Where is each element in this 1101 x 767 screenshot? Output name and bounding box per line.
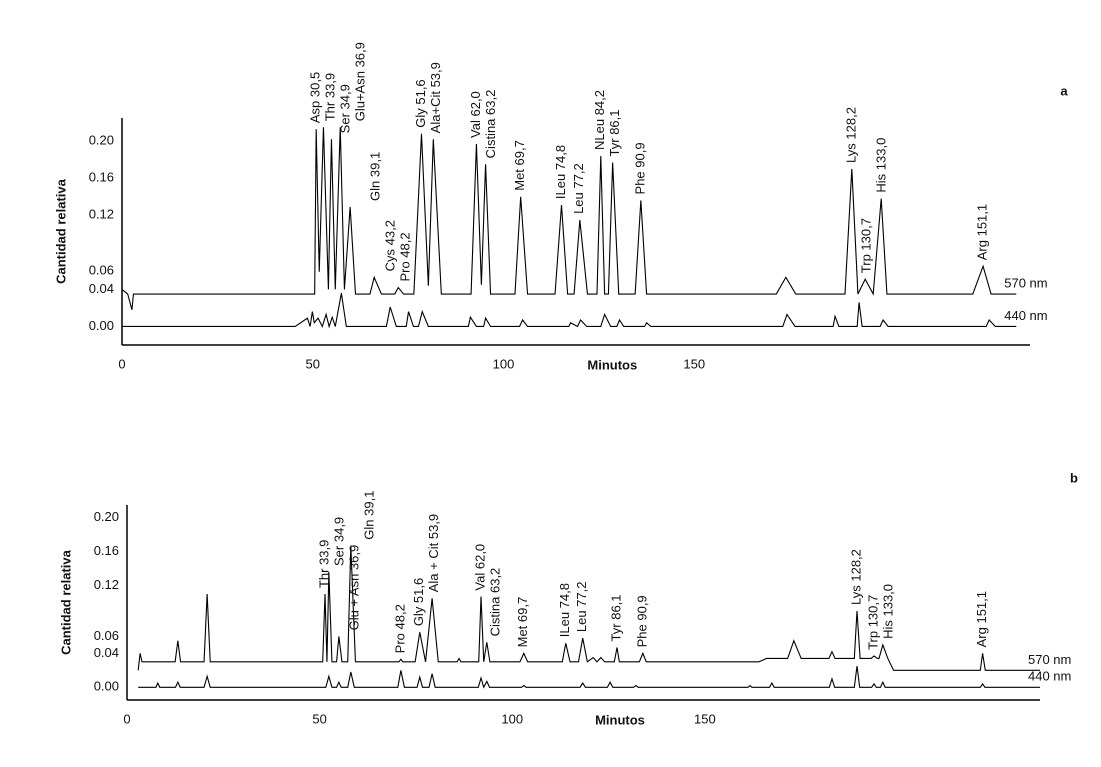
peak-label: NLeu 84,2: [592, 90, 607, 150]
peak-label: Gln 39,1: [368, 152, 383, 201]
peak-label: Val 62,0: [468, 91, 483, 138]
peak-label: Ser 34,9: [338, 84, 353, 133]
peak-label: Tyr 86,1: [608, 594, 623, 641]
y-tick-label: 0.04: [94, 645, 119, 660]
peak-label: Gln 39,1: [361, 491, 376, 540]
x-axis-label: Minutos: [595, 712, 645, 727]
x-tick-label: 0: [123, 711, 130, 726]
trace: [138, 666, 1040, 689]
peak-label: Pro 48,2: [398, 232, 413, 281]
x-axis-label: Minutos: [587, 357, 637, 372]
series-label: 440 nm: [1028, 669, 1071, 684]
peak-label: Leu 77,2: [574, 581, 589, 632]
y-tick-label: 0.20: [94, 509, 119, 524]
panel-label: b: [1070, 470, 1078, 485]
y-tick-label: 0.04: [89, 281, 114, 296]
peak-label: ILeu 74,8: [553, 145, 568, 199]
trace: [137, 545, 1040, 671]
x-tick-label: 100: [493, 356, 515, 371]
series-label: 440 nm: [1004, 308, 1047, 323]
peak-label: Leu 77,2: [571, 163, 586, 214]
peak-label: Phe 90,9: [632, 142, 647, 194]
peak-label: Val 62,0: [472, 544, 487, 591]
series-label: 570 nm: [1028, 652, 1071, 667]
peak-label: ILeu 74,8: [557, 583, 572, 637]
peak-label: Arg 151,1: [974, 591, 989, 647]
y-tick-label: 0.12: [94, 577, 119, 592]
peak-label: Gly 51,6: [413, 79, 428, 127]
peak-label: Thr 33,9: [323, 73, 338, 121]
peak-label: His 133,0: [880, 584, 895, 639]
x-tick-label: 150: [683, 356, 705, 371]
y-tick-label: 0.00: [89, 318, 114, 333]
peak-label: Glu + Asn 36,9: [346, 545, 361, 631]
peak-label: Asp 30,5: [308, 72, 323, 123]
y-tick-label: 0.16: [94, 543, 119, 558]
y-tick-label: 0.06: [94, 628, 119, 643]
peak-label: Ala+Cit 53,9: [428, 62, 443, 133]
y-tick-label: 0.06: [89, 262, 114, 277]
peak-label: Pro 48,2: [392, 604, 407, 653]
peak-label: Trp 130,7: [865, 595, 880, 650]
x-tick-label: 0: [118, 356, 125, 371]
peak-label: Ser 34,9: [331, 517, 346, 566]
y-tick-label: 0.20: [89, 133, 114, 148]
x-tick-label: 50: [312, 711, 326, 726]
panel-label: a: [1060, 83, 1068, 98]
y-axis-label: Cantidad relativa: [53, 178, 68, 284]
y-tick-label: 0.16: [89, 170, 114, 185]
peak-label: Glu+Asn 36,9: [353, 42, 368, 121]
peak-label: Lys 128,2: [843, 107, 858, 163]
peak-label: Cistina 63,2: [483, 90, 498, 159]
peak-label: Tyr 86,1: [607, 110, 622, 157]
peak-label: Met 69,7: [515, 597, 530, 648]
trace: [121, 127, 1017, 310]
x-tick-label: 100: [501, 711, 523, 726]
x-tick-label: 50: [306, 356, 320, 371]
peak-label: Lys 128,2: [848, 549, 863, 605]
y-tick-label: 0.00: [94, 679, 119, 694]
x-tick-label: 150: [694, 711, 716, 726]
peak-label: Gly 51,6: [411, 578, 426, 626]
peak-label: Arg 151,1: [975, 204, 990, 260]
peak-label: Ala + Cit 53,9: [426, 514, 441, 592]
peak-label: Cys 43,2: [383, 220, 398, 271]
peak-label: His 133,0: [873, 138, 888, 193]
peak-label: Cistina 63,2: [487, 568, 502, 637]
y-tick-label: 0.12: [89, 207, 114, 222]
peak-label: Phe 90,9: [634, 595, 649, 647]
series-label: 570 nm: [1004, 275, 1047, 290]
peak-label: Met 69,7: [512, 140, 527, 191]
trace: [122, 293, 1017, 329]
peak-label: Thr 33,9: [316, 540, 331, 588]
y-axis-label: Cantidad relativa: [58, 549, 73, 655]
peak-label: Trp 130,7: [858, 218, 873, 273]
